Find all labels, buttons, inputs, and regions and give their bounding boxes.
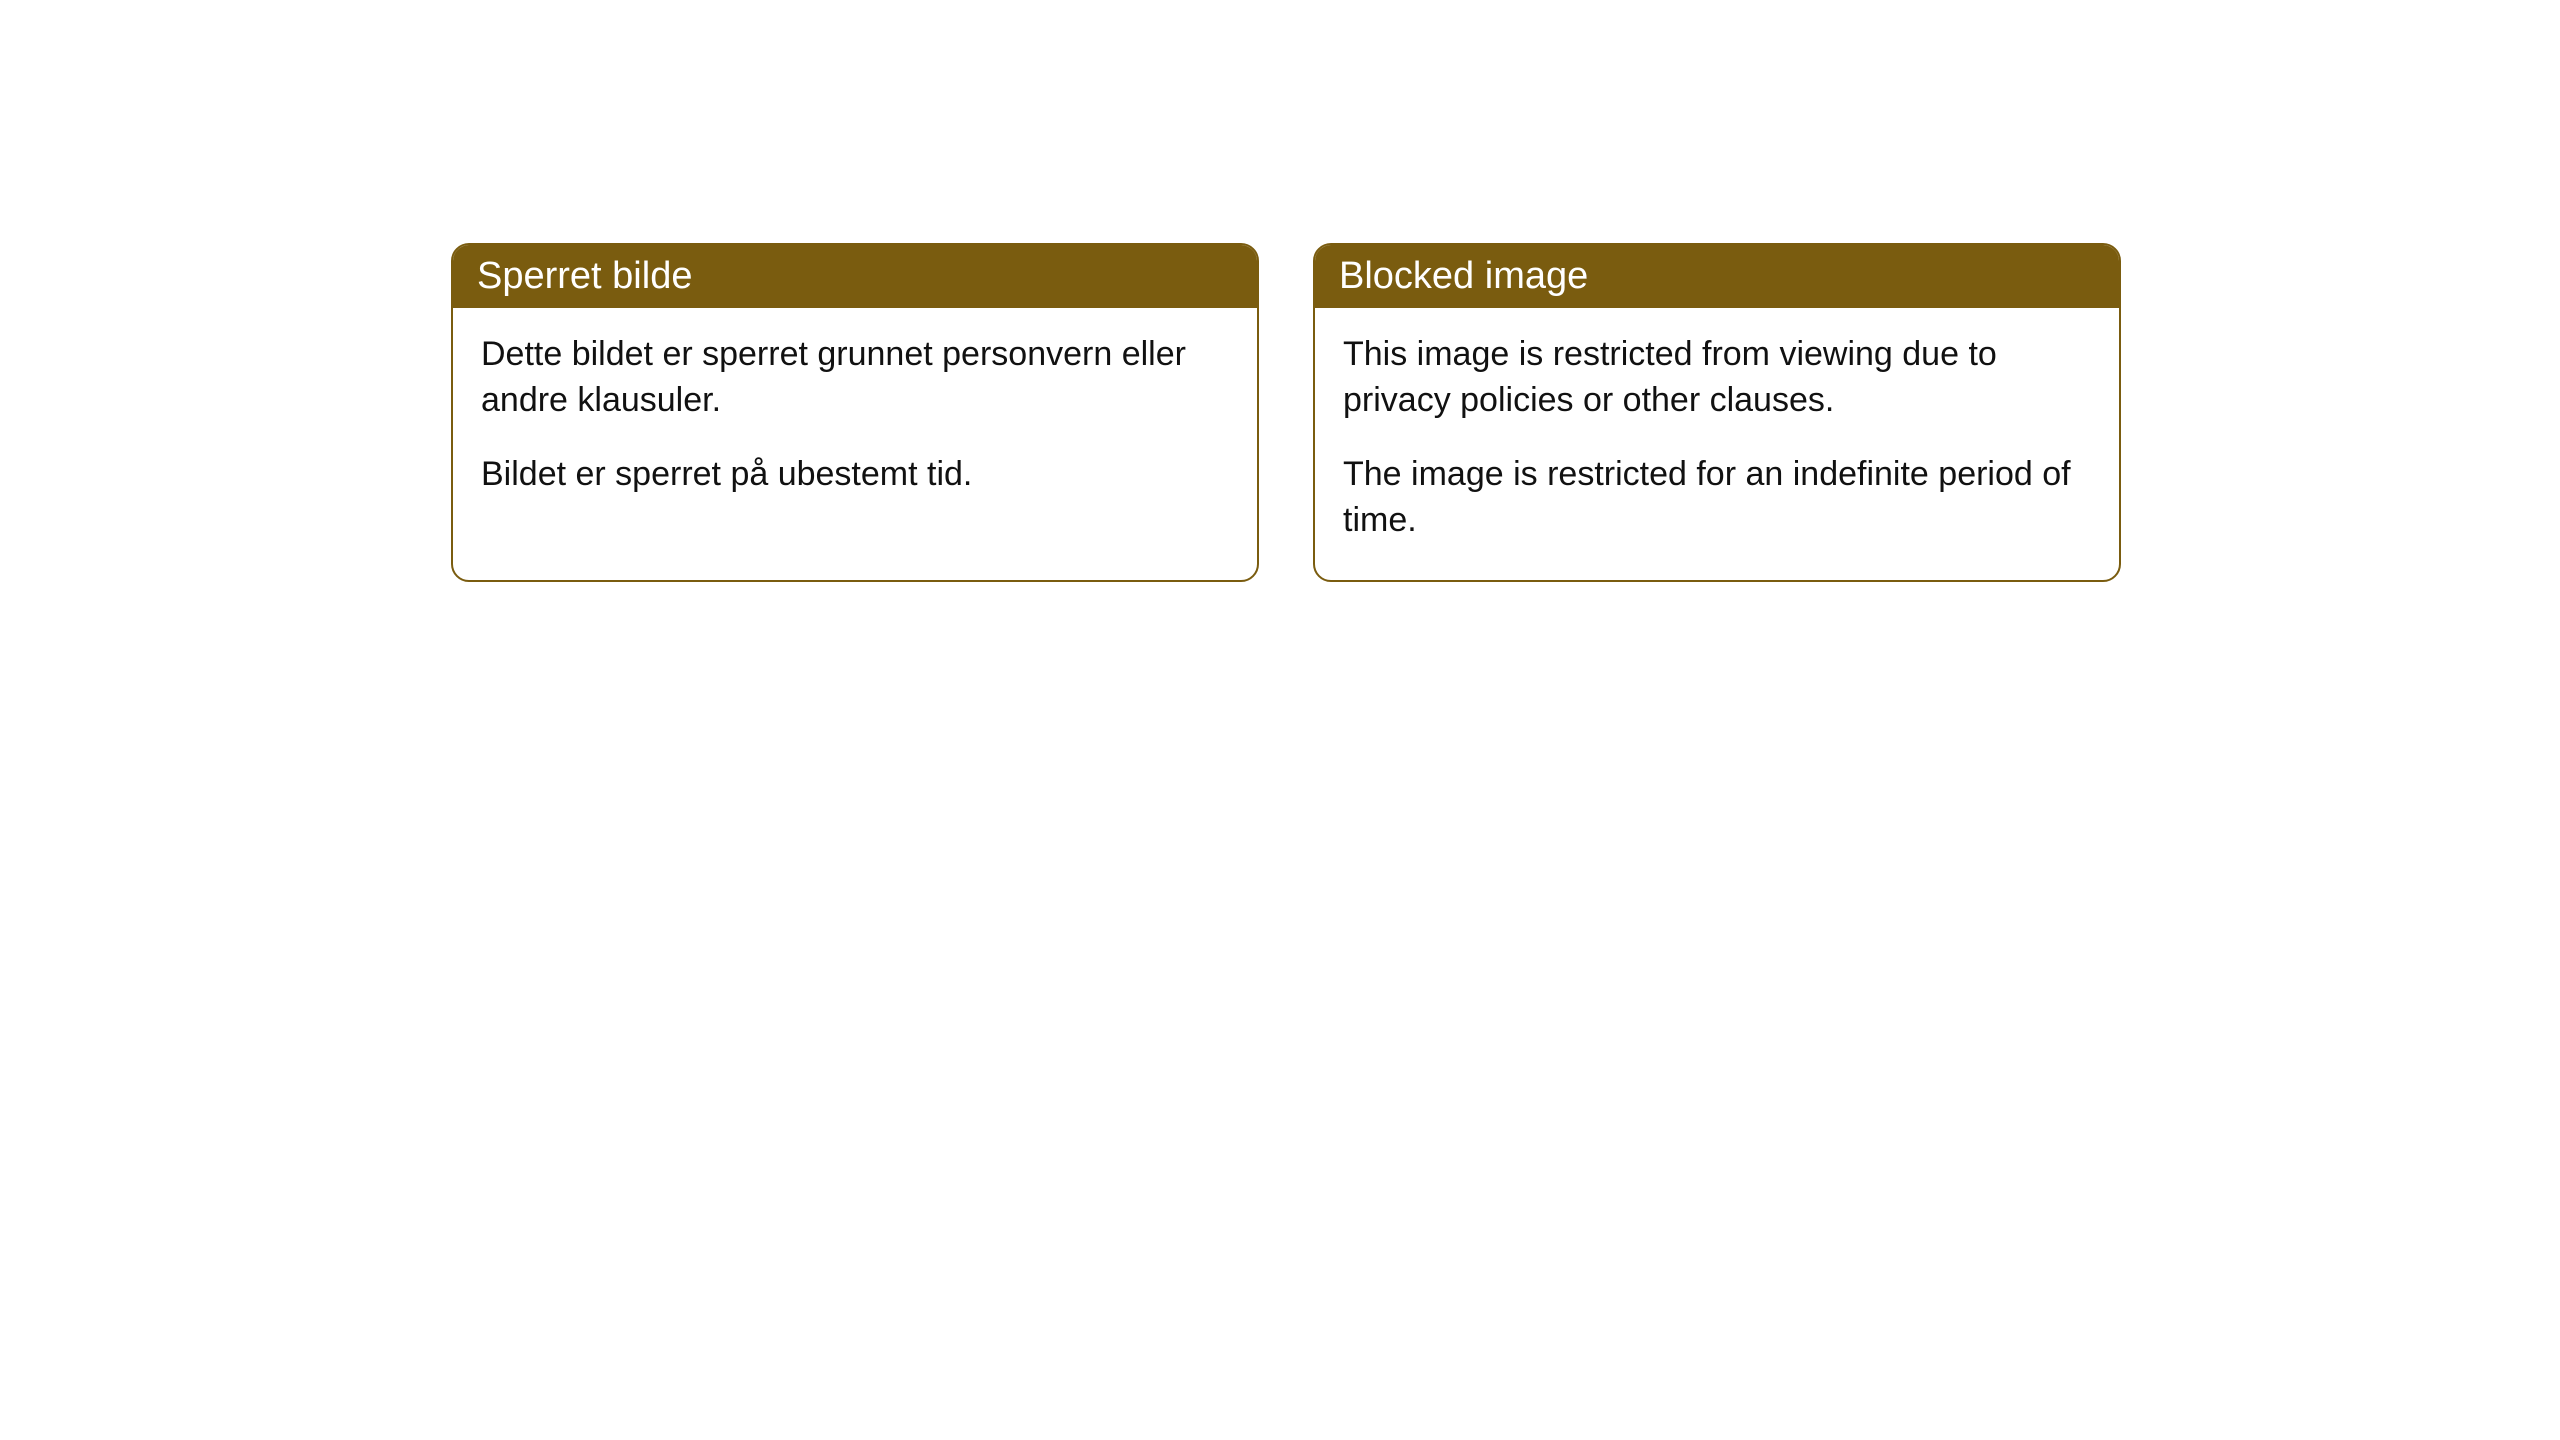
notice-paragraph: Bildet er sperret på ubestemt tid.	[481, 452, 1229, 498]
notice-container: Sperret bilde Dette bildet er sperret gr…	[451, 243, 2121, 582]
notice-header-norwegian: Sperret bilde	[453, 245, 1257, 308]
notice-paragraph: This image is restricted from viewing du…	[1343, 332, 2091, 424]
notice-header-english: Blocked image	[1315, 245, 2119, 308]
notice-body-english: This image is restricted from viewing du…	[1315, 308, 2119, 580]
notice-body-norwegian: Dette bildet er sperret grunnet personve…	[453, 308, 1257, 534]
notice-paragraph: The image is restricted for an indefinit…	[1343, 452, 2091, 544]
notice-card-norwegian: Sperret bilde Dette bildet er sperret gr…	[451, 243, 1259, 582]
notice-paragraph: Dette bildet er sperret grunnet personve…	[481, 332, 1229, 424]
notice-card-english: Blocked image This image is restricted f…	[1313, 243, 2121, 582]
